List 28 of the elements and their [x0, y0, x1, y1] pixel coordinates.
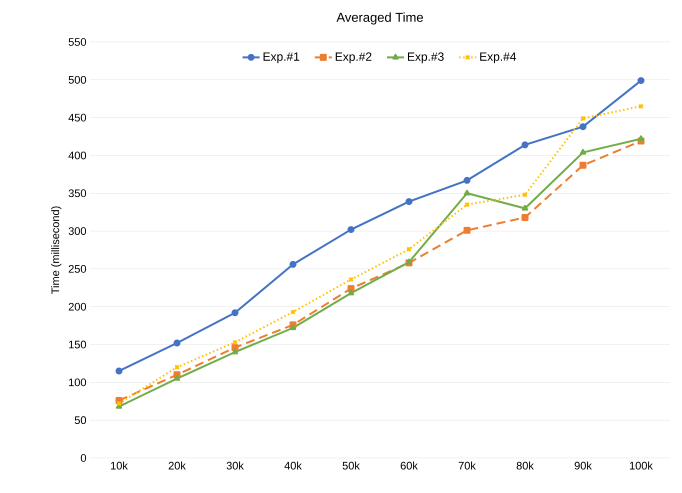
y-tick-label: 500 [68, 76, 86, 84]
x-tick-label: 80k [516, 462, 534, 470]
x-tick-label: 30k [226, 462, 244, 470]
x-tick-label: 10k [111, 462, 128, 470]
y-tick-label: 550 [68, 38, 86, 46]
x-tick-label: 40k [284, 462, 302, 470]
y-tick-label: 100 [69, 378, 86, 386]
y-tick-label: 0 [80, 454, 86, 462]
legend-label: Exp.#2 [336, 52, 372, 64]
y-tick-label: 200 [68, 302, 86, 311]
legend-label: Exp.#4 [480, 52, 516, 64]
y-tick-label: 350 [68, 189, 86, 198]
y-tick-label: 150 [69, 340, 86, 348]
y-axis-title: Time (millisecond) [51, 206, 62, 294]
x-tick-label: 60k [400, 462, 418, 470]
x-tick-label: 50k [342, 462, 360, 470]
legend-label: Exp.#1 [264, 52, 300, 64]
x-tick-label: 90k [574, 462, 592, 470]
x-tick-label: 70k [458, 462, 476, 470]
legend-label: Exp.#3 [408, 52, 444, 64]
y-tick-label: 250 [68, 265, 86, 273]
y-tick-label: 450 [68, 114, 86, 122]
x-tick-label: 100k [630, 462, 653, 470]
y-tick-label: 50 [74, 416, 86, 424]
x-tick-label: 20k [168, 462, 186, 470]
y-tick-label: 400 [68, 152, 86, 160]
y-tick-label: 300 [68, 227, 86, 235]
chart-title: Averaged Time [336, 12, 423, 24]
